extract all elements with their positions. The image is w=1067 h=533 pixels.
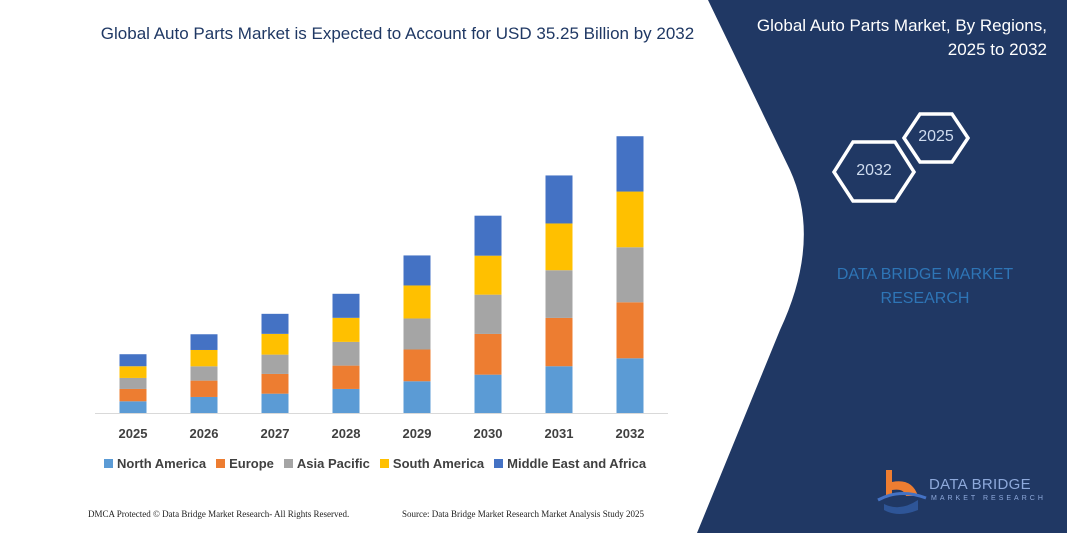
legend-label: South America: [392, 456, 485, 471]
x-tick-label: 2030: [473, 426, 503, 441]
bar-segment-2032-2: [616, 247, 644, 303]
hexagon-2032: [831, 140, 917, 203]
legend-label: Asia Pacific: [296, 456, 370, 471]
logo-subtitle: MARKET RESEARCH: [931, 495, 1046, 502]
footer-source: Source: Data Bridge Market Research Mark…: [402, 509, 644, 519]
legend-label: Middle East and Africa: [507, 456, 647, 471]
bar-segment-2031-3: [545, 223, 573, 271]
x-tick-label: 2029: [402, 426, 432, 441]
chart-title: Global Auto Parts Market is Expected to …: [100, 24, 695, 43]
legend-label: Europe: [229, 456, 274, 471]
bar-segment-2029-2: [403, 318, 431, 350]
legend-item-europe: Europe: [216, 456, 274, 471]
bar-segment-2032-0: [616, 358, 644, 413]
x-tick-label: 2028: [331, 426, 361, 441]
bar-segment-2030-1: [474, 333, 502, 375]
watermark-line1: DATA BRIDGE MARKET: [836, 266, 1014, 283]
side-panel-title-line1: Global Auto Parts Market, By Regions,: [756, 16, 1047, 35]
watermark-line2: RESEARCH: [880, 290, 970, 307]
legend-swatch: [216, 459, 226, 468]
side-panel-title-line2: 2025 to 2032: [947, 40, 1047, 59]
bar-segment-2032-3: [616, 191, 644, 248]
logo-name: DATA BRIDGE: [929, 476, 1031, 493]
legend-item-middle-east-africa: Middle East and Africa: [494, 456, 646, 471]
footer-copyright: DMCA Protected © Data Bridge Market Rese…: [88, 509, 350, 519]
legend-swatch: [494, 459, 504, 468]
bar-segment-2032-1: [616, 302, 644, 359]
bar-segment-2031-0: [545, 366, 573, 413]
bar-segment-2028-1: [332, 365, 360, 389]
bar-segment-2027-2: [261, 354, 289, 374]
bar-segment-2031-4: [545, 175, 573, 224]
hex-label-2025: 2025: [918, 128, 954, 145]
bar-segment-2027-4: [261, 313, 289, 334]
hexagon-2025: [901, 112, 971, 164]
x-tick-label: 2032: [615, 426, 645, 441]
bar-segment-2030-0: [474, 374, 502, 413]
bar-segment-2025-3: [119, 366, 147, 378]
bar-segment-2030-4: [474, 215, 502, 256]
bar-segment-2027-1: [261, 373, 289, 394]
legend-item-asia-pacific: Asia Pacific: [283, 456, 370, 471]
bar-segment-2025-1: [119, 388, 147, 402]
legend-item-north-america: North America: [104, 456, 206, 471]
bar-segment-2028-3: [332, 317, 360, 342]
bar-segment-2025-0: [119, 401, 147, 413]
bar-segment-2029-4: [403, 255, 431, 286]
bar-segment-2031-2: [545, 270, 573, 318]
bar-segment-2026-0: [190, 396, 218, 413]
bar-segment-2030-2: [474, 294, 502, 334]
bar-segment-2029-1: [403, 349, 431, 382]
x-tick-label: 2026: [189, 426, 219, 441]
bar-segment-2026-2: [190, 366, 218, 381]
bar-segment-2028-2: [332, 341, 360, 366]
bar-segment-2027-3: [261, 333, 289, 355]
legend-swatch: [283, 459, 293, 468]
bar-segment-2028-0: [332, 388, 360, 413]
bar-segment-2025-2: [119, 377, 147, 389]
side-panel: [697, 0, 1067, 533]
hex-label-2032: 2032: [856, 162, 892, 179]
legend: North America Europe Asia Pacific South …: [104, 456, 646, 471]
legend-label: North America: [117, 456, 207, 471]
bar-segment-2026-1: [190, 380, 218, 397]
bar-segment-2027-0: [261, 393, 289, 413]
bar-segment-2029-3: [403, 285, 431, 319]
bar-segment-2032-4: [616, 136, 644, 192]
x-tick-label: 2025: [118, 426, 148, 441]
bar-segment-2025-4: [119, 354, 147, 367]
watermark-text: DATA BRIDGE MARKET RESEARCH: [820, 263, 1030, 311]
side-panel-title: Global Auto Parts Market, By Regions, 20…: [707, 14, 1047, 62]
bar-segment-2029-0: [403, 381, 431, 413]
legend-swatch: [104, 459, 113, 468]
logo-icon: [877, 470, 927, 514]
x-tick-label: 2031: [544, 426, 574, 441]
legend-swatch: [379, 459, 389, 468]
legend-item-south-america: South America: [379, 456, 485, 471]
bar-segment-2030-3: [474, 255, 502, 295]
bars-group: [119, 136, 644, 413]
bar-segment-2028-4: [332, 293, 360, 318]
bar-segment-2031-1: [545, 317, 573, 367]
bar-segment-2026-4: [190, 334, 218, 350]
x-tick-label: 2027: [260, 426, 290, 441]
bar-segment-2026-3: [190, 349, 218, 367]
